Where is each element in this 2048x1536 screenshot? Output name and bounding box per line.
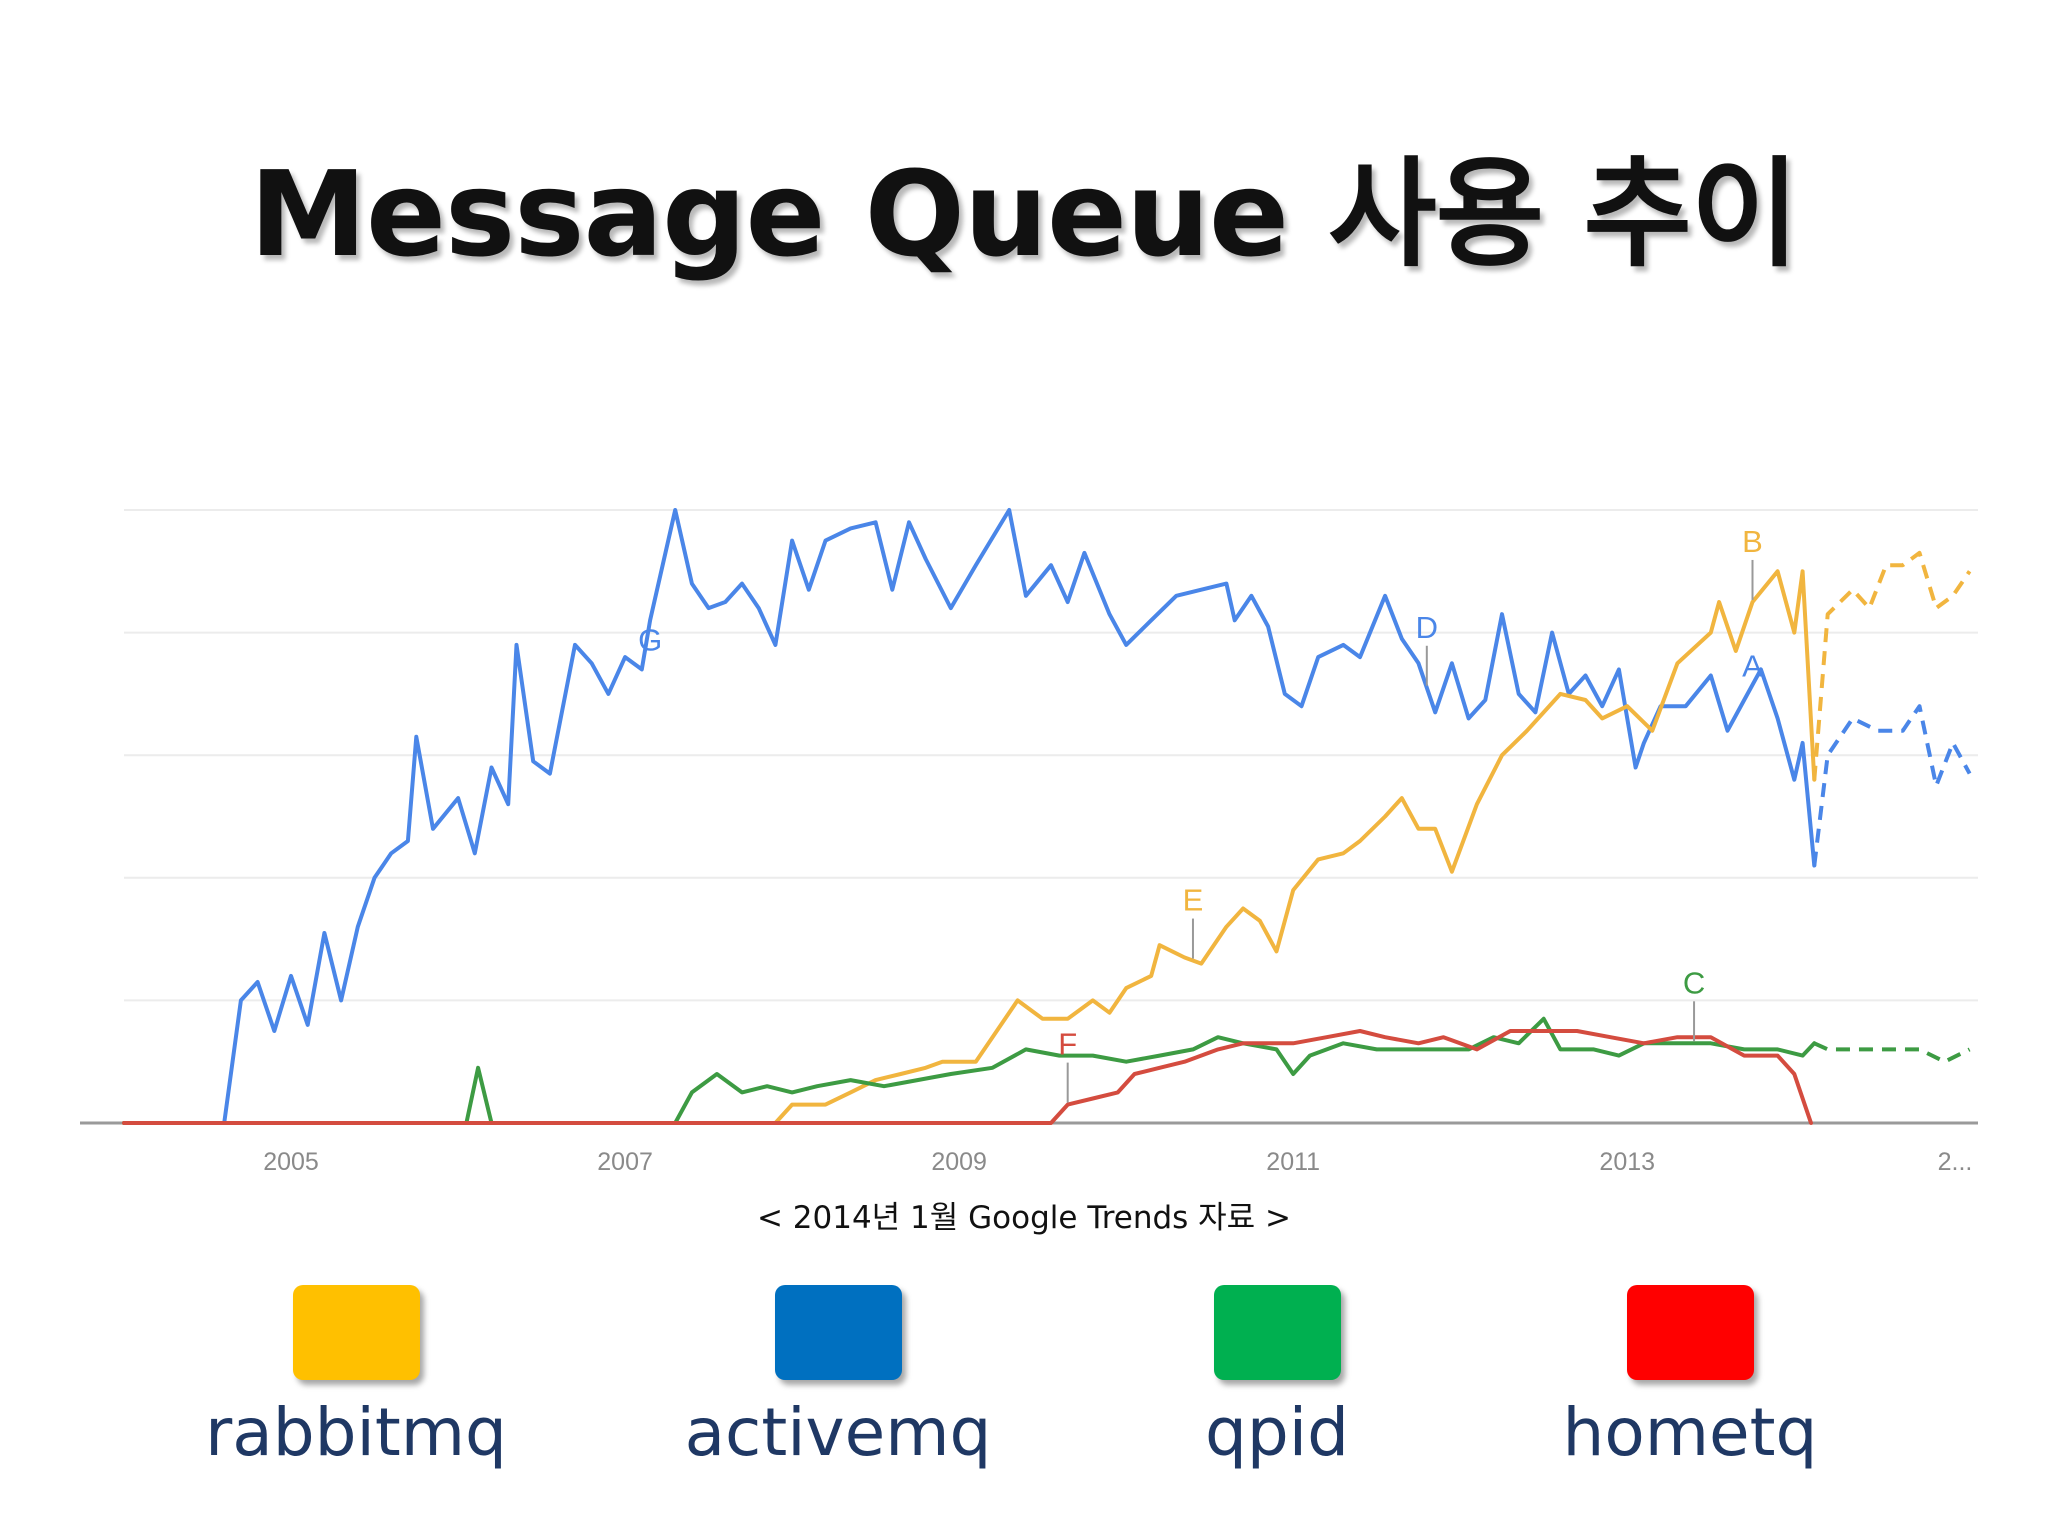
legend-item-rabbitmq: rabbitmq: [146, 1285, 566, 1471]
annotation-G: G: [638, 622, 662, 657]
legend-swatch-activemq: [774, 1285, 902, 1380]
annotation-D: D: [1416, 610, 1438, 645]
legend-item-hometq: hometq: [1480, 1285, 1900, 1471]
annotation-F: F: [1058, 1027, 1077, 1062]
legend-label-activemq: activemq: [684, 1394, 992, 1471]
legend-label-hometq: hometq: [1562, 1394, 1818, 1471]
x-tick-label-2: 2009: [931, 1148, 987, 1176]
trend-chart: 2005 2007 2009 2011 2013 2... G D B A E F C: [80, 508, 1978, 1176]
x-tick-label-4: 2013: [1599, 1148, 1655, 1176]
x-tick-label-3: 2011: [1266, 1148, 1320, 1176]
legend-swatch-qpid: [1213, 1285, 1341, 1380]
legend-label-qpid: qpid: [1204, 1394, 1350, 1471]
x-tick-label-0: 2005: [263, 1148, 319, 1176]
legend-item-qpid: qpid: [1067, 1285, 1487, 1471]
annotation-A: A: [1742, 649, 1763, 684]
series-0-forecast-line: [1812, 704, 1972, 866]
slide-title: Message Queue 사용 추이: [249, 145, 1800, 283]
legend-item-activemq: activemq: [628, 1285, 1048, 1471]
series-1-forecast-line: [1812, 550, 1972, 780]
chart-series: [122, 508, 1972, 1125]
chart-annotations: G D B A E F C: [638, 524, 1763, 1103]
series-2-forecast-line: [1813, 1041, 1971, 1064]
x-tick-label-5: 2...: [1938, 1148, 1973, 1176]
legend-swatch-rabbitmq: [292, 1285, 420, 1380]
series-3-line: [122, 1029, 1813, 1125]
series-1-line: [122, 569, 1817, 1125]
legend: rabbitmq activemq qpid hometq: [0, 1285, 2048, 1515]
annotation-B: B: [1742, 524, 1763, 559]
legend-swatch-hometq: [1626, 1285, 1754, 1380]
chart-gridlines: [124, 509, 1978, 1002]
annotation-E: E: [1183, 883, 1204, 918]
legend-label-rabbitmq: rabbitmq: [205, 1394, 507, 1471]
chart-caption: < 2014년 1월 Google Trends 자료 >: [756, 1200, 1292, 1236]
series-2-line: [122, 1016, 1817, 1125]
chart-x-axis: 2005 2007 2009 2011 2013 2...: [80, 1121, 1978, 1176]
annotation-C: C: [1683, 965, 1705, 1000]
x-tick-label-1: 2007: [597, 1148, 653, 1176]
